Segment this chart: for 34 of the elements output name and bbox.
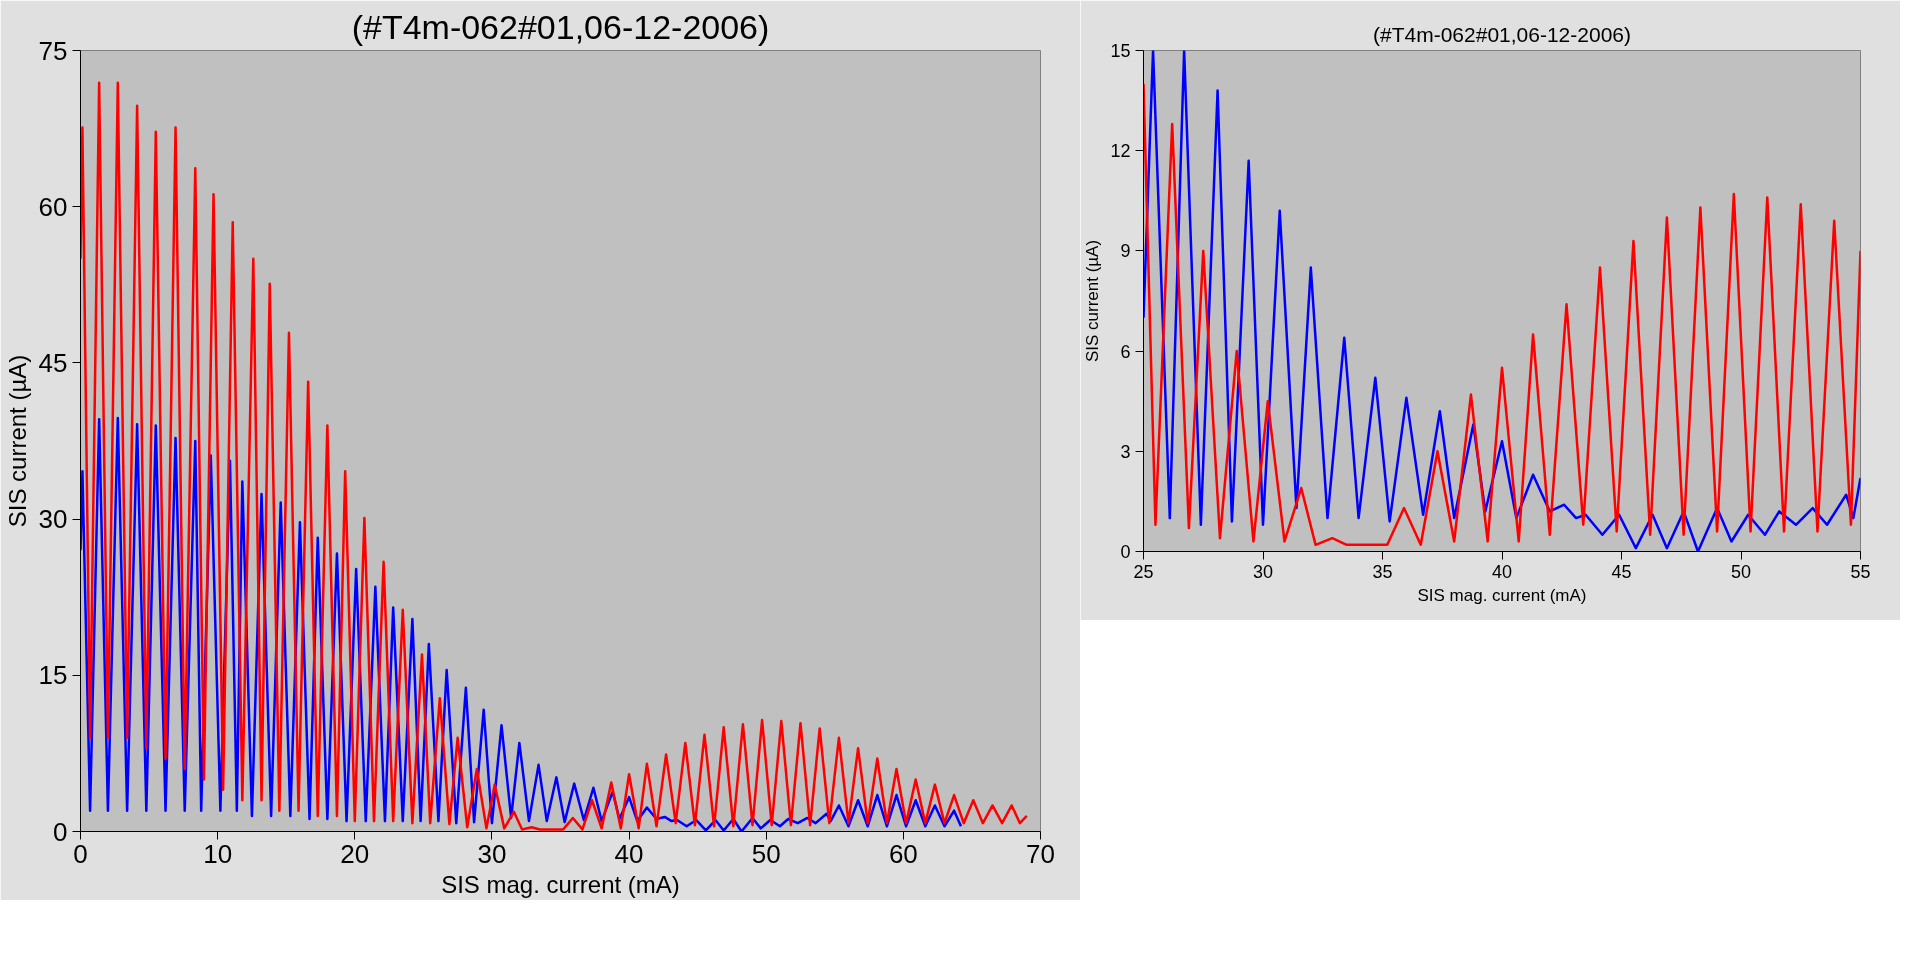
- y-tick-label: 3: [1120, 441, 1131, 462]
- y-tick-label: 0: [1120, 542, 1131, 562]
- x-axis-title: SIS mag. current (mA): [441, 870, 680, 898]
- x-tick-label: 0: [73, 838, 88, 869]
- x-tick-label: 70: [1026, 838, 1055, 869]
- x-tick-label: 20: [340, 838, 370, 869]
- x-tick-label: 55: [1850, 561, 1871, 582]
- x-tick-label: 25: [1133, 561, 1154, 582]
- y-axis-title: SIS current (µA): [1083, 239, 1103, 363]
- y-tick-label: 0: [53, 816, 68, 847]
- y-tick-label: 30: [38, 504, 68, 535]
- x-tick-label: 30: [477, 838, 507, 869]
- y-tick-label: 60: [38, 191, 68, 222]
- y-tick-label: 45: [38, 347, 68, 378]
- chart-title: (#T4m-062#01,06-12-2006): [1373, 22, 1632, 46]
- x-axis-title: SIS mag. current (mA): [1417, 585, 1587, 605]
- chart-title: (#T4m-062#01,06-12-2006): [351, 7, 770, 46]
- y-axis-title: SIS current (µA): [3, 354, 31, 528]
- x-tick-label: 45: [1611, 561, 1632, 582]
- x-tick-label: 30: [1252, 561, 1274, 582]
- y-tick-label: 12: [1110, 141, 1131, 162]
- x-tick-label: 10: [203, 838, 233, 869]
- x-tick-label: 40: [1491, 561, 1513, 582]
- y-tick-label: 15: [38, 660, 68, 691]
- y-tick-label: 9: [1120, 241, 1131, 262]
- y-tick-label: 75: [38, 35, 68, 66]
- y-tick-label: 6: [1120, 341, 1131, 362]
- x-tick-label: 60: [888, 838, 918, 869]
- x-tick-label: 50: [751, 838, 781, 869]
- y-tick-label: 15: [1110, 41, 1131, 61]
- x-tick-label: 40: [614, 838, 644, 869]
- line-series: [80, 81, 1029, 831]
- x-tick-label: 50: [1730, 561, 1752, 582]
- x-tick-label: 35: [1372, 561, 1393, 582]
